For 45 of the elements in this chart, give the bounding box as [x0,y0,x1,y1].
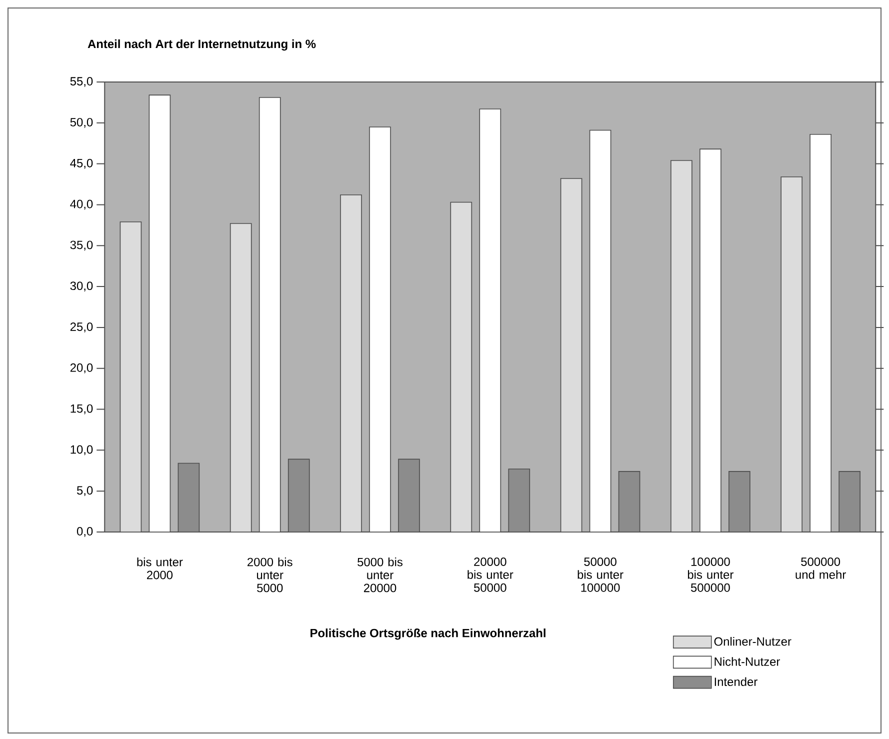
bar [728,471,750,532]
y-tick-label: 25,0 [70,322,93,332]
bar [479,108,502,532]
x-tick-label: 5000 bis unter 20000 [358,558,402,592]
x-tick-label: 50000 bis unter 100000 [578,558,624,592]
legend-label: Onliner-Nutzer [714,636,792,646]
bar [670,160,692,532]
x-axis-title: Politische Ortsgröße nach Einwohnerzahl [310,628,546,640]
bar [340,194,362,532]
x-tick-label: 500000 und mehr [796,558,846,579]
y-tick-label: 35,0 [70,240,93,251]
bar [288,458,310,532]
y-tick-label: 0,0 [76,527,93,537]
y-tick-label: 10,0 [70,445,93,456]
y-tick-label: 50,0 [70,118,93,128]
x-tick-label: 20000 bis unter 50000 [468,558,514,592]
bar [508,468,530,532]
y-tick-label: 5,0 [76,486,93,496]
y-tick-label: 55,0 [70,77,93,87]
bar [258,97,281,532]
bar [780,176,802,532]
y-tick-label: 40,0 [70,200,93,210]
bar [398,458,420,532]
y-axis-title: Anteil nach Art der Internetnutzung in % [88,39,316,51]
bar [230,223,252,532]
bar [120,221,142,532]
bar [560,178,582,532]
y-tick-label: 15,0 [70,404,93,414]
bar [700,148,722,532]
y-tick-label: 45,0 [70,158,93,169]
y-tick-label: 30,0 [70,282,93,292]
legend-label: Intender [714,677,758,686]
x-tick-label: bis unter 2000 [137,558,183,580]
bar [178,462,200,532]
x-tick-label: 100000 bis unter 500000 [688,558,734,592]
bar [810,134,832,532]
legend-label: Nicht-Nutzer [714,657,780,666]
x-tick-label: 2000 bis unter 5000 [248,558,292,592]
bar [618,471,640,532]
bar [148,94,171,532]
y-tick-label: 20,0 [70,363,93,374]
bar [838,471,860,532]
bar [450,202,472,532]
bar [589,130,612,532]
bar [369,126,391,532]
